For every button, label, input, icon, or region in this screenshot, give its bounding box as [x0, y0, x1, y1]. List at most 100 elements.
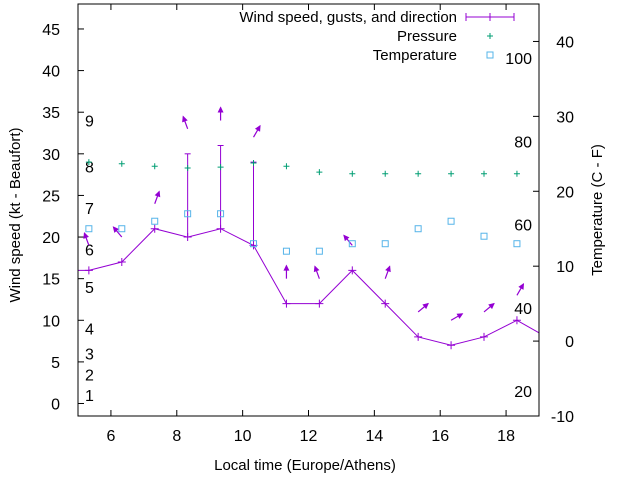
temperature-point	[381, 240, 389, 248]
wind-direction-arrow	[450, 313, 464, 321]
x-tick-label: 6	[106, 428, 115, 445]
axis-ticks: 6 8 10 12 14 16 18051015202530354045-100102030…	[42, 4, 574, 445]
wind-direction-arrow	[154, 190, 161, 204]
pressure-point	[349, 170, 356, 177]
pressure-point	[415, 170, 422, 177]
legend-label-pressure: Pressure	[397, 28, 457, 45]
wind-direction-head	[154, 190, 161, 198]
temperature-point	[282, 247, 290, 255]
wind-direction-head	[83, 232, 89, 239]
y-tick-label: 45	[42, 22, 60, 39]
y-tick-label: 30	[42, 147, 60, 164]
fahrenheit-label: 40	[514, 301, 532, 318]
pressure-point	[513, 170, 520, 177]
fahrenheit-label: 80	[514, 134, 532, 151]
temperature-point	[447, 217, 455, 225]
fahrenheit-label: 100	[505, 51, 532, 68]
wind-direction-head	[456, 313, 464, 319]
y2-tick-label: 0	[565, 334, 574, 351]
beaufort-label: 2	[85, 367, 94, 384]
x-tick-label: 16	[431, 428, 449, 445]
wind-direction-arrow	[182, 115, 189, 130]
wind-direction-head	[182, 115, 188, 123]
x-axis-title: Local time (Europe/Athens)	[214, 457, 396, 474]
legend: Wind speed, gusts, and direction Pressur…	[239, 9, 515, 64]
wind-speed-point	[381, 299, 390, 308]
pressure-point	[448, 170, 455, 177]
y-tick-label: 15	[42, 272, 60, 289]
wind-direction-head	[518, 283, 525, 290]
wind-direction-head	[343, 234, 350, 242]
legend-swatch-wind	[465, 13, 515, 21]
chart-marks	[78, 106, 540, 350]
wind-direction-arrow	[112, 226, 123, 238]
wind-direction-arrow	[343, 234, 353, 246]
temperature-point	[250, 240, 258, 248]
pressure-point	[151, 163, 158, 170]
x-tick-label: 10	[234, 428, 252, 445]
wind-speed-point	[282, 299, 291, 308]
legend-swatch-pressure	[487, 33, 493, 39]
wind-speed-point	[315, 299, 324, 308]
wind-direction-arrow	[217, 106, 224, 121]
wind-speed-line	[78, 228, 540, 346]
y-tick-label: 35	[42, 105, 60, 122]
wind-direction-arrow	[313, 265, 320, 279]
x-tick-label: 14	[365, 428, 383, 445]
beaufort-label: 3	[85, 347, 94, 364]
temperature-point	[513, 240, 521, 248]
wind-direction-arrow	[384, 265, 391, 279]
pressure-point	[382, 170, 389, 177]
temperature-point	[151, 217, 159, 225]
y2-tick-label: 40	[556, 34, 574, 51]
beaufort-label: 8	[85, 159, 94, 176]
pressure-point	[250, 159, 257, 166]
y-tick-label: 25	[42, 188, 60, 205]
temperature-point	[217, 210, 225, 218]
wind-speed-point	[150, 224, 159, 233]
wind-direction-head	[283, 264, 290, 271]
pressure-point	[184, 164, 191, 171]
temperature-point	[414, 225, 422, 233]
y2-tick-label: 10	[556, 259, 574, 276]
wind-direction-head	[313, 265, 320, 273]
wind-direction-head	[422, 302, 429, 310]
x-tick-label: 18	[497, 428, 515, 445]
wind-direction-arrow	[283, 264, 290, 279]
y-tick-label: 10	[42, 313, 60, 330]
y2-axis-title: Temperature (C - F)	[589, 144, 606, 276]
wind-direction-head	[488, 302, 495, 310]
temperature-point	[315, 247, 323, 255]
wind-direction-arrow	[83, 232, 90, 246]
wind-speed-point	[117, 258, 126, 267]
fahrenheit-label: 20	[514, 384, 532, 401]
fahrenheit-label: 60	[514, 218, 532, 235]
wind-speed-point	[414, 332, 423, 341]
y-axis-title: Wind speed (kt - Beaufort)	[7, 127, 24, 302]
wind-direction-arrow	[417, 302, 429, 313]
y-tick-label: 5	[51, 355, 60, 372]
temperature-point	[118, 225, 126, 233]
wind-speed-point	[512, 316, 521, 325]
wind-speed-point	[480, 332, 489, 341]
beaufort-label: 4	[85, 322, 94, 339]
pressure-point	[85, 159, 92, 166]
temperature-point	[348, 240, 356, 248]
y-tick-label: 20	[42, 230, 60, 247]
temperature-point	[480, 232, 488, 240]
wind-direction-head	[385, 265, 391, 273]
wind-speed-point	[348, 266, 357, 275]
pressure-point	[217, 164, 224, 171]
beaufort-label: 5	[85, 280, 94, 297]
wind-speed-point	[447, 341, 456, 350]
y2-tick-label: 20	[556, 184, 574, 201]
wind-direction-arrow	[483, 302, 495, 313]
wind-direction-head	[217, 106, 224, 113]
wind-speed-point	[84, 266, 93, 275]
pressure-point	[283, 163, 290, 170]
beaufort-label: 6	[85, 243, 94, 260]
legend-label-temperature: Temperature	[373, 47, 457, 64]
wind-direction-arrow	[516, 283, 525, 296]
x-tick-label: 12	[300, 428, 318, 445]
